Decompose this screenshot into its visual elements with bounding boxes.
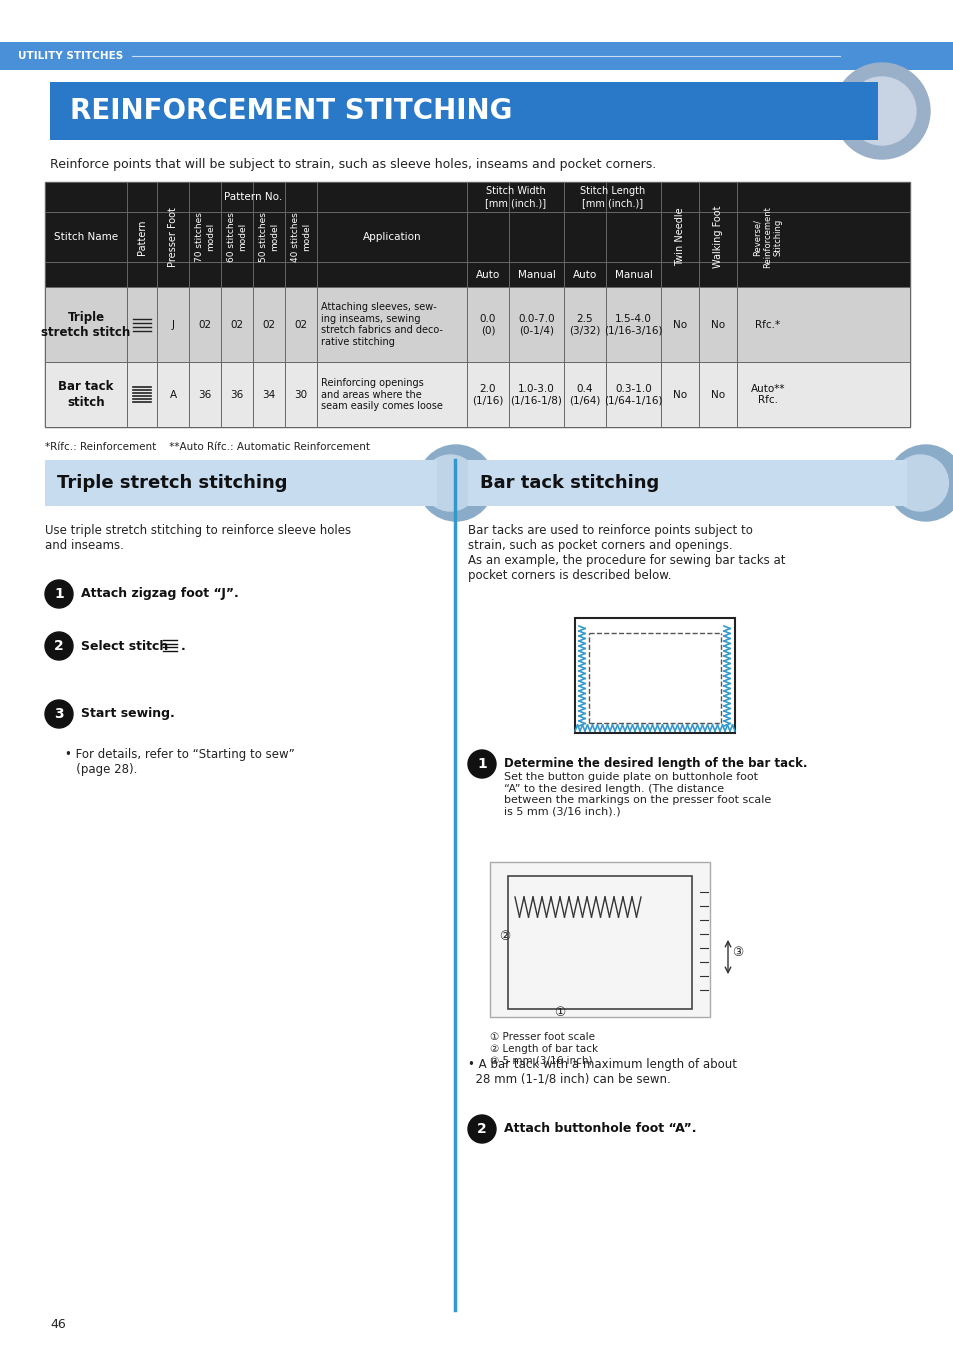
Text: .: .	[181, 639, 186, 652]
Text: 1.0-3.0
(1/16-1/8): 1.0-3.0 (1/16-1/8)	[510, 384, 562, 406]
Circle shape	[891, 456, 947, 511]
Circle shape	[468, 749, 496, 778]
FancyBboxPatch shape	[50, 82, 877, 140]
Circle shape	[45, 632, 73, 661]
Text: 2.0
(1/16): 2.0 (1/16)	[472, 384, 503, 406]
Text: Attach zigzag foot “J”.: Attach zigzag foot “J”.	[81, 588, 238, 600]
Text: • A bar tack with a maximum length of about
  28 mm (1-1/8 inch) can be sewn.: • A bar tack with a maximum length of ab…	[468, 1058, 737, 1086]
Text: Auto: Auto	[476, 270, 499, 279]
FancyBboxPatch shape	[468, 460, 904, 506]
Text: Reverse/
Reinforcement
Stitching: Reverse/ Reinforcement Stitching	[752, 206, 782, 268]
Text: 2: 2	[54, 639, 64, 652]
Text: 70 stitches
model: 70 stitches model	[195, 212, 214, 262]
FancyBboxPatch shape	[45, 460, 436, 506]
Text: Triple stretch stitching: Triple stretch stitching	[57, 474, 287, 492]
Text: J: J	[172, 319, 174, 329]
Text: Pattern No.: Pattern No.	[224, 191, 282, 202]
Text: 2.5
(3/32): 2.5 (3/32)	[569, 314, 600, 336]
Text: UTILITY STITCHES: UTILITY STITCHES	[18, 51, 123, 61]
Circle shape	[45, 700, 73, 728]
Circle shape	[468, 1115, 496, 1143]
Text: 36: 36	[230, 390, 243, 399]
Text: Select stitch: Select stitch	[81, 639, 168, 652]
Text: Presser Foot: Presser Foot	[168, 208, 178, 267]
Text: Set the button guide plate on buttonhole foot
“A” to the desired length. (The di: Set the button guide plate on buttonhole…	[503, 772, 770, 817]
Text: 0.0-7.0
(0-1/4): 0.0-7.0 (0-1/4)	[517, 314, 555, 336]
FancyBboxPatch shape	[45, 182, 909, 287]
Text: 02: 02	[231, 319, 243, 329]
Text: ③: ③	[732, 945, 742, 958]
Text: Bar tack stitching: Bar tack stitching	[479, 474, 659, 492]
FancyBboxPatch shape	[45, 287, 909, 363]
FancyBboxPatch shape	[50, 82, 869, 140]
Text: Manual: Manual	[517, 270, 555, 279]
Text: 1.5-4.0
(1/16-3/16): 1.5-4.0 (1/16-3/16)	[603, 314, 662, 336]
Text: 40 stitches
model: 40 stitches model	[291, 212, 311, 262]
Text: 3: 3	[54, 706, 64, 721]
Circle shape	[847, 77, 915, 146]
Text: 02: 02	[198, 319, 212, 329]
Text: Auto**
Rfc.: Auto** Rfc.	[750, 384, 784, 406]
Text: ②: ②	[498, 930, 510, 944]
Text: No: No	[710, 319, 724, 329]
Circle shape	[45, 580, 73, 608]
Text: 1: 1	[54, 586, 64, 601]
Text: Manual: Manual	[614, 270, 652, 279]
Text: 02: 02	[262, 319, 275, 329]
Text: 60 stitches
model: 60 stitches model	[227, 212, 247, 262]
FancyBboxPatch shape	[468, 460, 906, 506]
Text: Twin Needle: Twin Needle	[675, 208, 684, 267]
Text: 36: 36	[198, 390, 212, 399]
Text: Rfc.*: Rfc.*	[755, 319, 780, 329]
Text: Stitch Name: Stitch Name	[54, 232, 118, 243]
Text: 0.4
(1/64): 0.4 (1/64)	[569, 384, 600, 406]
Text: Start sewing.: Start sewing.	[81, 708, 174, 720]
Text: Application: Application	[362, 232, 421, 243]
Text: Auto: Auto	[572, 270, 597, 279]
Text: 50 stitches
model: 50 stitches model	[259, 212, 278, 262]
Text: Stitch Width
[mm (inch.)]: Stitch Width [mm (inch.)]	[484, 186, 545, 208]
Text: 0.3-1.0
(1/64-1/16): 0.3-1.0 (1/64-1/16)	[603, 384, 662, 406]
Text: *Rífc.: Reinforcement    **Auto Rífc.: Automatic Reinforcement: *Rífc.: Reinforcement **Auto Rífc.: Auto…	[45, 442, 370, 452]
Text: 0.0
(0): 0.0 (0)	[479, 314, 496, 336]
Text: Attaching sleeves, sew-
ing inseams, sewing
stretch fabrics and deco-
rative sti: Attaching sleeves, sew- ing inseams, sew…	[320, 302, 442, 346]
Text: REINFORCEMENT STITCHING: REINFORCEMENT STITCHING	[70, 97, 512, 125]
Text: No: No	[672, 390, 686, 399]
Text: ①: ①	[554, 1006, 565, 1019]
Text: 02: 02	[294, 319, 307, 329]
Text: 34: 34	[262, 390, 275, 399]
Text: ① Presser foot scale
② Length of bar tack
③ 5 mm (3/16 inch): ① Presser foot scale ② Length of bar tac…	[490, 1033, 598, 1065]
Circle shape	[422, 456, 477, 511]
FancyBboxPatch shape	[45, 182, 909, 427]
FancyBboxPatch shape	[490, 861, 709, 1016]
Text: No: No	[710, 390, 724, 399]
Text: Use triple stretch stitching to reinforce sleeve holes
and inseams.: Use triple stretch stitching to reinforc…	[45, 524, 351, 551]
Text: Triple
stretch stitch: Triple stretch stitch	[41, 310, 131, 338]
Text: A: A	[170, 390, 176, 399]
Text: Stitch Length
[mm (inch.)]: Stitch Length [mm (inch.)]	[579, 186, 644, 208]
FancyBboxPatch shape	[0, 42, 953, 70]
Text: 30: 30	[294, 390, 307, 399]
Text: Pattern: Pattern	[137, 220, 147, 255]
Circle shape	[417, 445, 494, 520]
Circle shape	[887, 445, 953, 520]
Text: 46: 46	[50, 1318, 66, 1330]
Text: • For details, refer to “Starting to sew”
   (page 28).: • For details, refer to “Starting to sew…	[65, 748, 294, 776]
FancyBboxPatch shape	[575, 617, 734, 733]
Text: Determine the desired length of the bar tack.: Determine the desired length of the bar …	[503, 758, 806, 770]
FancyBboxPatch shape	[45, 460, 435, 506]
Text: Attach buttonhole foot “A”.: Attach buttonhole foot “A”.	[503, 1123, 696, 1135]
Circle shape	[833, 63, 929, 159]
Text: 2: 2	[476, 1122, 486, 1136]
Text: Walking Foot: Walking Foot	[712, 206, 722, 268]
Text: Reinforce points that will be subject to strain, such as sleeve holes, inseams a: Reinforce points that will be subject to…	[50, 158, 656, 171]
Text: Bar tacks are used to reinforce points subject to
strain, such as pocket corners: Bar tacks are used to reinforce points s…	[468, 524, 784, 582]
Text: No: No	[672, 319, 686, 329]
Text: Bar tack
stitch: Bar tack stitch	[58, 380, 113, 408]
FancyBboxPatch shape	[45, 363, 909, 427]
Text: Reinforcing openings
and areas where the
seam easily comes loose: Reinforcing openings and areas where the…	[320, 377, 442, 411]
Text: 1: 1	[476, 758, 486, 771]
